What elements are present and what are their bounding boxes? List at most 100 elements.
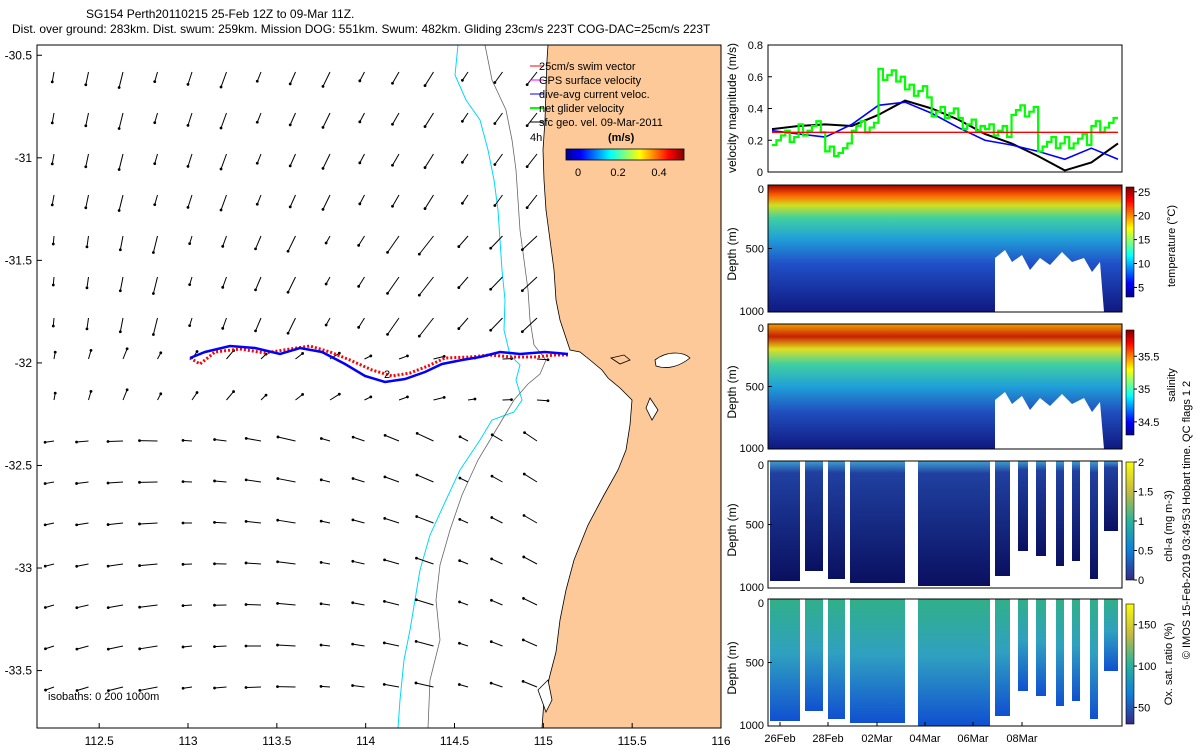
current-vector-head (415, 473, 419, 477)
current-vector-head (53, 350, 57, 354)
oxygen-profile-block (1018, 599, 1028, 691)
current-vector-head (118, 289, 122, 293)
current-vector-head (264, 393, 268, 397)
current-vector-head (461, 78, 464, 82)
current-vector-head (415, 515, 419, 518)
temperature-section (767, 184, 1135, 313)
current-vector (118, 153, 124, 170)
current-vector-head (351, 518, 355, 522)
current-vector (76, 481, 89, 484)
current-vector-head (324, 241, 328, 245)
current-vector-head (75, 523, 79, 527)
current-vector (76, 563, 89, 567)
current-vector-head (493, 163, 497, 166)
current-vector (289, 194, 296, 208)
current-vector-head (53, 391, 57, 395)
current-vector-head (286, 249, 290, 253)
current-vector (415, 640, 434, 647)
section-ticks: 0500100005001000050010000500100051015202… (740, 184, 1160, 732)
current-vector (45, 563, 55, 567)
current-vector-head (414, 598, 418, 602)
current-vector (108, 563, 124, 567)
current-vector (246, 437, 262, 442)
current-vector (76, 604, 89, 609)
map-xtick-label: 112.5 (85, 734, 114, 748)
current-vector (358, 317, 365, 328)
current-vector (289, 153, 296, 167)
current-vector-head (417, 252, 421, 256)
current-vector-head (357, 284, 361, 288)
current-vector-head (44, 688, 47, 692)
current-vector-head (106, 523, 110, 526)
map-ytick-label: -33 (15, 561, 33, 575)
current-vector (246, 520, 262, 524)
current-vector-head (276, 518, 280, 522)
current-vector-head (50, 203, 54, 207)
current-vector (45, 686, 55, 691)
current-vector (295, 353, 303, 360)
current-vector (461, 112, 469, 122)
current-vector-head (510, 398, 513, 402)
current-vector-head (213, 645, 216, 649)
current-vector-head (458, 435, 462, 439)
current-vector-head (213, 686, 216, 690)
current-vector (416, 432, 434, 442)
current-vector-head (319, 519, 323, 523)
current-vector-head (89, 389, 93, 393)
peel-inlet (645, 397, 659, 421)
current-vector (226, 350, 234, 360)
current-vector-head (75, 482, 78, 485)
current-vector-head (490, 433, 494, 437)
colorbar-tick-label: 0 (1138, 575, 1144, 587)
current-vector (45, 522, 55, 526)
current-vector (329, 393, 340, 401)
timeseries-ylabel: velocity magnitude (m/s) (725, 43, 739, 173)
current-vector-head (414, 639, 418, 643)
current-vector (45, 481, 55, 485)
current-vector-head (276, 560, 280, 564)
current-vector-head (219, 126, 223, 130)
current-vector (524, 432, 538, 442)
current-vector (536, 358, 549, 361)
current-vector-head (324, 323, 328, 327)
map-ytick-label: -31.5 (5, 253, 33, 267)
current-vector-head (244, 436, 248, 440)
oxygen-profile-block (995, 599, 1010, 716)
current-vector-head (138, 522, 141, 526)
current-vector (277, 644, 296, 647)
current-vector (459, 518, 469, 524)
current-vector-head (186, 164, 190, 168)
current-vector (287, 317, 296, 334)
current-vector-head (276, 477, 280, 480)
current-vector (154, 112, 158, 123)
current-vector (522, 317, 538, 333)
current-vector-head (415, 556, 418, 560)
current-vector-head (386, 332, 389, 336)
current-vector (287, 235, 296, 252)
current-vector-head (525, 83, 529, 87)
current-vector (459, 436, 469, 442)
glider-track-blue (189, 344, 569, 384)
current-vector-head (461, 160, 464, 164)
current-vector-head (186, 205, 190, 209)
current-vector-head (255, 120, 259, 124)
current-vector-head (153, 203, 157, 207)
current-vector (321, 520, 331, 524)
current-vector (139, 522, 158, 525)
legend-net-glider-velocity: net glider velocity (539, 103, 624, 115)
colorbar-tick-2: 0.4 (651, 167, 666, 179)
current-vector (214, 480, 227, 483)
current-vector-head (391, 122, 394, 126)
oxygen-profiles (770, 599, 1118, 726)
current-vector-head (117, 168, 121, 171)
colorbar-tick-label: 1 (1138, 516, 1144, 528)
current-vector-head (181, 645, 185, 649)
current-vector (524, 473, 538, 483)
map-xtick-label: 115 (534, 734, 553, 748)
current-vector (494, 194, 503, 206)
current-vector (416, 516, 434, 524)
current-vector-head (369, 354, 373, 358)
current-vector-head (489, 681, 493, 685)
current-vector (461, 194, 469, 204)
map-xtick-label: 114.5 (440, 734, 469, 748)
